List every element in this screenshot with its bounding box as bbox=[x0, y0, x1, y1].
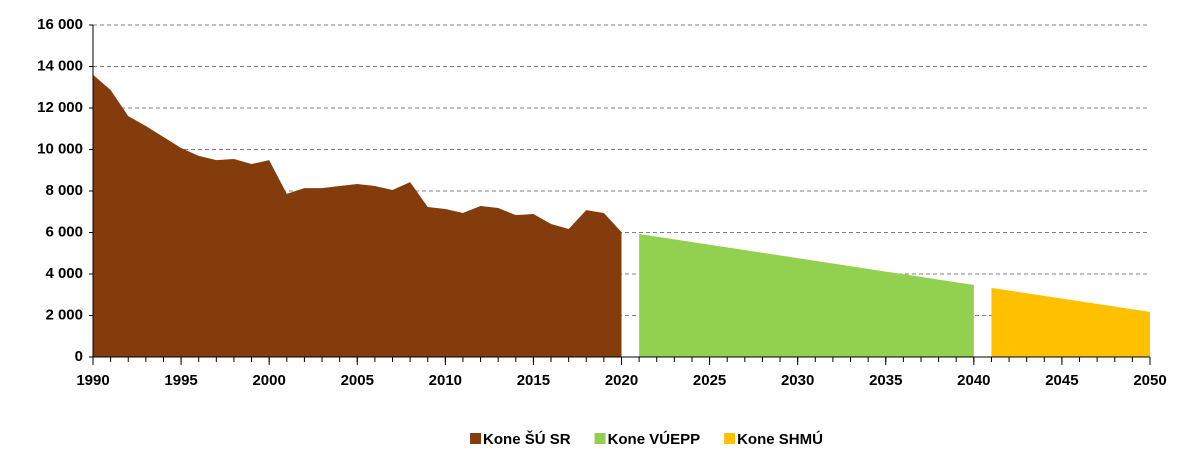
x-tick-label: 2045 bbox=[1045, 372, 1078, 389]
x-tick-label: 2020 bbox=[605, 372, 638, 389]
legend-swatch bbox=[724, 433, 736, 444]
x-tick-label: 1990 bbox=[76, 372, 109, 389]
x-tick-label: 2010 bbox=[429, 372, 462, 389]
x-tick-label: 2030 bbox=[781, 372, 814, 389]
legend-label: Kone ŠÚ SR bbox=[483, 430, 571, 448]
y-tick-label: 2 000 bbox=[45, 306, 83, 323]
x-tick-label: 2015 bbox=[517, 372, 550, 389]
legend-label: Kone VÚEPP bbox=[608, 430, 701, 448]
x-tick-label: 2035 bbox=[869, 372, 902, 389]
legend-swatch bbox=[594, 433, 606, 444]
x-tick-label: 1995 bbox=[164, 372, 197, 389]
y-tick-label: 14 000 bbox=[37, 57, 83, 74]
x-tick-label: 2050 bbox=[1133, 372, 1166, 389]
y-tick-label: 6 000 bbox=[45, 223, 83, 240]
y-tick-label: 0 bbox=[75, 348, 83, 365]
legend-swatch bbox=[470, 433, 482, 444]
area bbox=[93, 74, 622, 358]
y-tick-label: 8 000 bbox=[45, 182, 83, 199]
y-tick-label: 10 000 bbox=[37, 140, 83, 157]
x-tick-label: 2040 bbox=[957, 372, 990, 389]
area bbox=[639, 233, 974, 357]
x-tick-label: 2025 bbox=[693, 372, 726, 389]
area bbox=[991, 287, 1150, 357]
x-tick-label: 2000 bbox=[252, 372, 285, 389]
y-tick-label: 4 000 bbox=[45, 265, 83, 282]
y-tick-label: 16 000 bbox=[37, 16, 83, 33]
legend-label: Kone SHMÚ bbox=[737, 430, 823, 448]
x-tick-label: 2005 bbox=[341, 372, 374, 389]
y-tick-label: 12 000 bbox=[37, 99, 83, 116]
